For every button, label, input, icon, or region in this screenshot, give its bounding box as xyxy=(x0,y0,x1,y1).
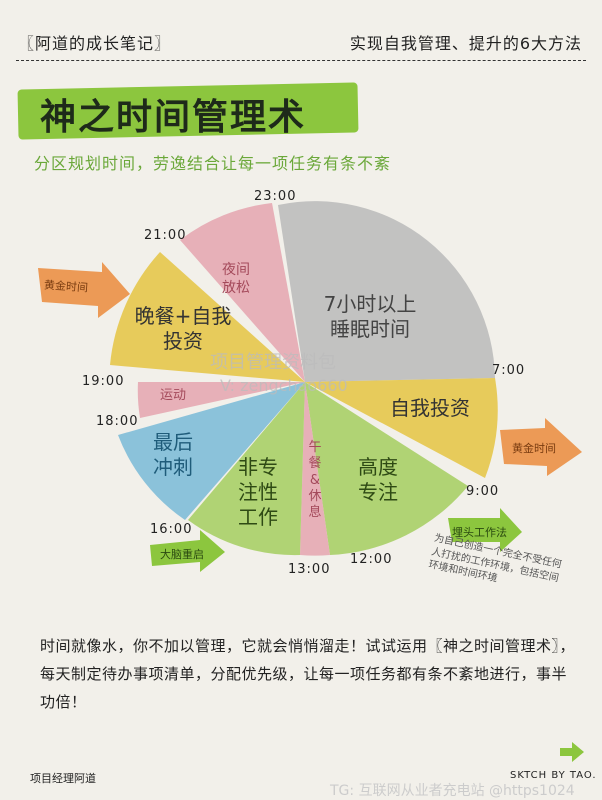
arrow-fullforce xyxy=(448,508,522,552)
author-name: 项目经理阿道 xyxy=(30,772,96,785)
arrow-golden-left xyxy=(38,262,130,318)
page-subtitle: 分区规划时间，劳逸结合让每一项任务有条不紊 xyxy=(34,154,392,173)
label-night-relax: 夜间放松 xyxy=(222,262,250,296)
summary-paragraph: 时间就像水，你不加以管理，它就会悄悄溜走！试试运用〖神之时间管理术〗，每天制定待… xyxy=(40,637,576,711)
label-dinner: 晚餐+自我投资 xyxy=(134,304,232,353)
clock-label-2100: 21:00 xyxy=(144,228,187,243)
label-self-invest: 自我投资 xyxy=(390,396,470,420)
watermark-mid: 项目管理资料包 xyxy=(210,352,336,373)
label-focus: 高度专注 xyxy=(358,455,398,504)
label-lunch: 午餐&休息 xyxy=(308,440,322,520)
segment-lunch xyxy=(300,382,330,556)
clock-label-0700: 7:00 xyxy=(492,363,526,378)
tag-golden-right: 黄金时间 xyxy=(512,442,556,455)
watermark-mid-2: V: zengchao660 xyxy=(220,376,348,395)
label-non-focus: 非专注性工作 xyxy=(238,455,278,529)
segment-sleep xyxy=(278,201,495,382)
segment-self-invest xyxy=(305,378,498,478)
segment-non-focus xyxy=(188,382,305,556)
tag-fullforce: 埋头工作法 xyxy=(452,526,507,539)
header-divider xyxy=(16,60,586,61)
segment-focus xyxy=(305,382,468,555)
clock-label-0900: 9:00 xyxy=(466,484,500,499)
footer-watermark: TG: 互联网从业者充电站 @https1024 xyxy=(330,783,575,799)
segment-sprint xyxy=(118,382,305,520)
clock-label-1300: 13:00 xyxy=(288,562,331,577)
tag-brain-reset: 大脑重启 xyxy=(160,548,204,561)
arrow-brain-reset xyxy=(150,530,225,572)
clock-label-1800: 18:00 xyxy=(96,414,139,429)
label-sprint: 最后冲刺 xyxy=(153,430,193,479)
segment-night-relax xyxy=(180,203,305,382)
page-title: 神之时间管理术 xyxy=(40,97,307,138)
segment-dinner xyxy=(110,252,305,382)
series-title: 〖阿道的成长笔记〗 xyxy=(18,34,172,53)
label-exercise: 运动 xyxy=(159,388,186,403)
sketch-credit: SKTCH BY TAO. xyxy=(510,770,597,781)
tag-golden-left: 黄金时间 xyxy=(43,278,89,295)
segment-exercise xyxy=(137,382,305,418)
clock-label-1600: 16:00 xyxy=(150,522,193,537)
clock-label-2300: 23:00 xyxy=(254,189,297,204)
label-sleep: 7小时以上睡眠时间 xyxy=(323,292,417,341)
series-subtitle: 实现自我管理、提升的6大方法 xyxy=(349,34,582,53)
next-arrow xyxy=(560,742,584,762)
clock-label-1200: 12:00 xyxy=(350,552,393,567)
clock-label-1900: 19:00 xyxy=(82,374,125,389)
arrow-golden-right xyxy=(500,418,582,476)
